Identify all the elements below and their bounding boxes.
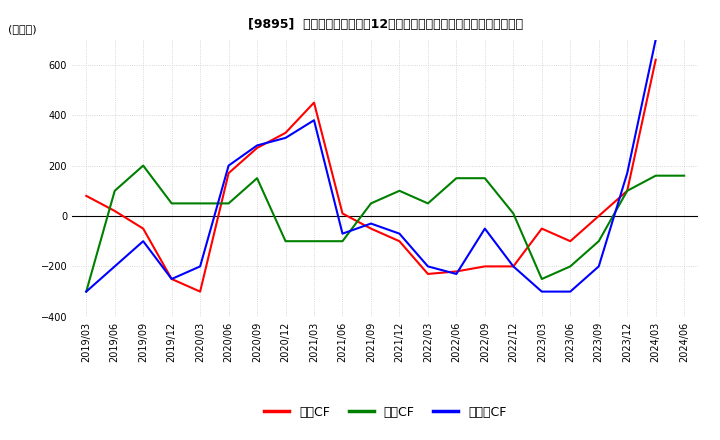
Line: フリーCF: フリーCF [86,40,656,292]
フリーCF [566,289,575,294]
Y-axis label: (百万円): (百万円) [8,24,36,34]
投資CF [366,201,375,206]
投資CF [338,238,347,244]
投資CF [253,176,261,181]
営業CF [338,211,347,216]
営業CF [566,238,575,244]
営業CF [595,213,603,219]
フリーCF [509,264,518,269]
営業CF [310,100,318,105]
フリーCF [366,221,375,226]
Line: 営業CF: 営業CF [86,60,656,292]
投資CF [509,211,518,216]
フリーCF [595,264,603,269]
フリーCF [167,276,176,282]
投資CF [452,176,461,181]
フリーCF [537,289,546,294]
フリーCF [452,271,461,277]
営業CF [395,238,404,244]
フリーCF [282,135,290,140]
営業CF [452,269,461,274]
フリーCF [480,226,489,231]
フリーCF [423,264,432,269]
営業CF [196,289,204,294]
フリーCF [338,231,347,236]
営業CF [82,193,91,198]
投資CF [282,238,290,244]
投資CF [225,201,233,206]
投資CF [139,163,148,168]
投資CF [196,201,204,206]
フリーCF [82,289,91,294]
投資CF [537,276,546,282]
投資CF [595,238,603,244]
営業CF [282,130,290,136]
投資CF [566,264,575,269]
営業CF [509,264,518,269]
フリーCF [310,117,318,123]
投資CF [167,201,176,206]
Title: [9895]  キャッシュフローの12か月移動合計の対前年同期増減額の推移: [9895] キャッシュフローの12か月移動合計の対前年同期増減額の推移 [248,18,523,32]
フリーCF [225,163,233,168]
フリーCF [623,171,631,176]
フリーCF [110,264,119,269]
投資CF [82,289,91,294]
投資CF [310,238,318,244]
フリーCF [139,238,148,244]
フリーCF [652,37,660,42]
Line: 投資CF: 投資CF [86,165,684,292]
営業CF [253,145,261,150]
Legend: 営業CF, 投資CF, フリーCF: 営業CF, 投資CF, フリーCF [259,401,511,424]
営業CF [652,57,660,62]
営業CF [423,271,432,277]
投資CF [395,188,404,194]
フリーCF [196,264,204,269]
営業CF [480,264,489,269]
営業CF [167,276,176,282]
投資CF [680,173,688,178]
営業CF [366,226,375,231]
営業CF [537,226,546,231]
投資CF [423,201,432,206]
営業CF [139,226,148,231]
投資CF [480,176,489,181]
営業CF [623,188,631,194]
投資CF [110,188,119,194]
投資CF [652,173,660,178]
フリーCF [395,231,404,236]
営業CF [225,171,233,176]
フリーCF [253,143,261,148]
投資CF [623,188,631,194]
営業CF [110,208,119,213]
